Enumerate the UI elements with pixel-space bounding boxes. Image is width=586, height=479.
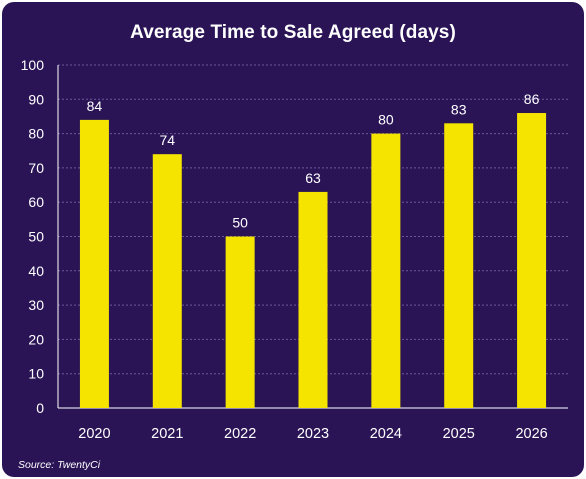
data-label: 50	[232, 215, 248, 231]
chart-title: Average Time to Sale Agreed (days)	[130, 22, 456, 43]
x-tick-label: 2026	[515, 426, 547, 442]
y-tick-label: 70	[28, 160, 44, 176]
x-tick-label: 2022	[224, 426, 256, 442]
y-tick-label: 30	[28, 297, 44, 313]
x-tick-label: 2020	[78, 426, 110, 442]
data-label: 84	[87, 98, 103, 114]
y-tick-label: 90	[28, 91, 44, 107]
source-note: Source: TwentyCi	[18, 459, 101, 471]
x-tick-label: 2025	[443, 426, 475, 442]
bar	[444, 123, 474, 408]
y-tick-label: 40	[28, 263, 44, 279]
bar	[517, 113, 547, 409]
y-tick-label: 20	[28, 331, 44, 347]
y-tick-label: 100	[21, 57, 45, 73]
data-label: 86	[524, 91, 540, 107]
x-tick-label: 2023	[297, 426, 329, 442]
data-label: 74	[159, 132, 175, 148]
data-label: 63	[305, 170, 321, 186]
bar	[79, 119, 109, 408]
y-tick-label: 50	[28, 229, 44, 245]
data-label: 83	[451, 101, 467, 117]
bar	[152, 154, 182, 408]
x-tick-label: 2024	[370, 426, 402, 442]
data-label: 80	[378, 112, 394, 128]
y-tick-label: 0	[36, 400, 44, 416]
bar	[371, 133, 401, 408]
y-tick-label: 60	[28, 194, 44, 210]
x-tick-label: 2021	[151, 426, 183, 442]
y-tick-label: 80	[28, 126, 44, 142]
bar	[225, 236, 255, 408]
y-tick-label: 10	[28, 366, 44, 382]
bar	[298, 191, 328, 408]
